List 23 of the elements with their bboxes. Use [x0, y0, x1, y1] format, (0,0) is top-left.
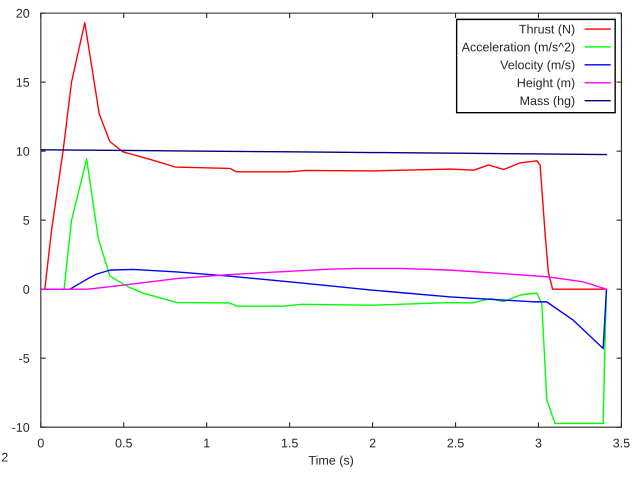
x-axis-title: Time (s)	[308, 456, 354, 468]
x-tick-label: 0.5	[116, 438, 132, 448]
text: 2	[2, 452, 8, 462]
y-tick-label: 20	[16, 8, 30, 18]
legend-label: Height (m)	[518, 78, 574, 90]
x-tick-label: 3.5	[613, 438, 630, 448]
legend-label: Mass (hg)	[520, 96, 574, 108]
legend-label: Thrust (N)	[519, 24, 574, 36]
x-tick-label: 2	[370, 438, 376, 448]
line-series	[40, 268, 608, 290]
x-tick-label: 0	[38, 438, 44, 448]
y-tick-label: 10	[16, 146, 30, 156]
y-tick-label: -5	[19, 354, 30, 363]
x-tick-label: 2.5	[447, 438, 464, 448]
x-tick-label: 3	[535, 438, 542, 448]
y-tick-label: 0	[23, 284, 30, 294]
x-tick-label: 1.5	[282, 438, 298, 448]
y-tick-label: -10	[12, 422, 30, 432]
legend-label: Acceleration (m/s^2)	[462, 42, 574, 54]
legend-label: Velocity (m/s)	[500, 60, 574, 72]
y-tick-label: 15	[16, 78, 30, 87]
y-tick-label: 5	[23, 216, 30, 225]
x-tick-label: 1	[204, 438, 210, 448]
